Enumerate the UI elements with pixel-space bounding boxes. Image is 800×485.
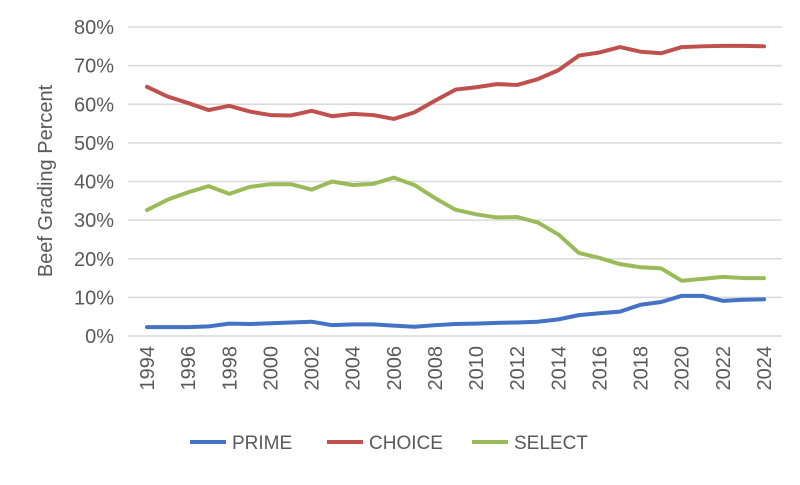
y-tick-label: 30%: [74, 210, 114, 232]
x-tick-label: 2020: [672, 346, 694, 391]
x-tick-label: 1998: [219, 346, 241, 391]
x-tick-label: 2002: [302, 346, 324, 391]
legend-label-select: SELECT: [514, 433, 588, 454]
x-tick-label: 2016: [589, 346, 611, 391]
y-tick-label: 50%: [74, 133, 114, 155]
x-tick-label: 2022: [713, 346, 735, 391]
x-tick-label: 2024: [754, 346, 776, 391]
y-tick-label: 80%: [74, 17, 114, 39]
x-tick-label: 2010: [466, 346, 488, 391]
legend-label-choice: CHOICE: [369, 433, 443, 454]
y-axis-label: Beef Grading Percent: [35, 84, 57, 277]
x-tick-label: 1996: [178, 346, 200, 391]
x-tick-label: 2000: [260, 346, 282, 391]
y-tick-label: 60%: [74, 94, 114, 116]
x-tick-label: 2006: [384, 346, 406, 391]
y-tick-label: 20%: [74, 249, 114, 271]
series-line-choice: [145, 43, 766, 121]
y-tick-label: 0%: [85, 326, 114, 348]
x-tick-label: 2018: [631, 346, 653, 391]
x-tick-label: 2014: [548, 346, 570, 391]
y-tick-label: 40%: [74, 172, 114, 194]
y-tick-label: 70%: [74, 56, 114, 78]
x-tick-label: 1994: [137, 346, 159, 391]
legend-label-prime: PRIME: [232, 433, 292, 454]
series-line-select: [145, 175, 766, 283]
y-tick-label: 10%: [74, 287, 114, 309]
series-line-prime: [145, 293, 766, 330]
x-tick-label: 2008: [425, 346, 447, 391]
x-tick-label: 2004: [343, 346, 365, 391]
x-tick-label: 2012: [507, 346, 529, 391]
